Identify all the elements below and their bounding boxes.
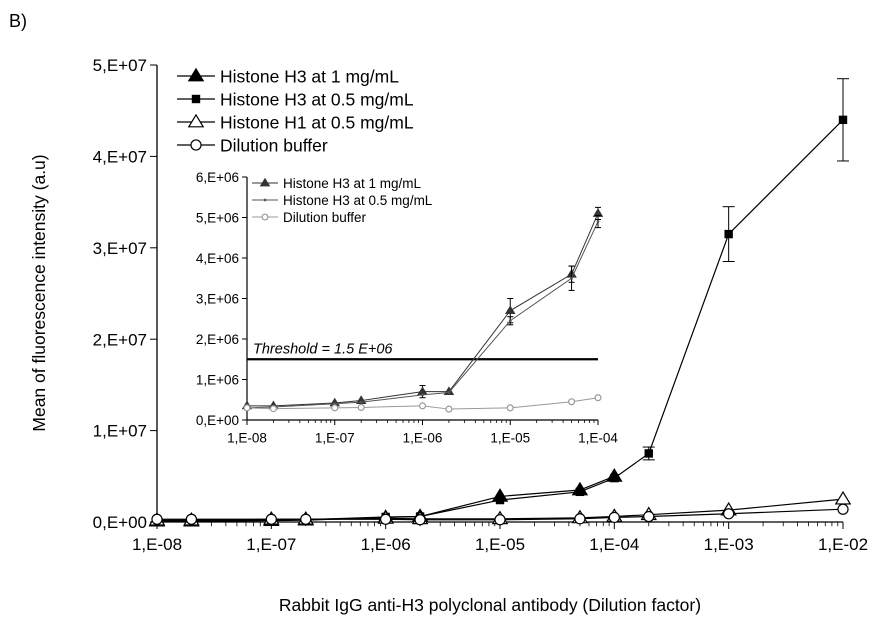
main-data-point (644, 449, 653, 458)
main-data-point (414, 514, 426, 526)
inset-data-point (421, 393, 424, 397)
inset-x-tick-label: 1,E-07 (315, 431, 355, 446)
inset-data-point (418, 402, 427, 410)
main-x-tick-label: 1,E-06 (361, 535, 411, 554)
main-legend-marker (190, 139, 202, 151)
inset-data-point (357, 403, 365, 411)
inset-data-point (596, 220, 600, 223)
main-x-tick-label: 1,E-08 (132, 535, 182, 554)
inset-y-tick-label: 2,E+06 (196, 332, 239, 347)
inset-legend-entry: Dilution buffer (283, 210, 367, 225)
inset-data-point (504, 305, 516, 315)
inset-series-line (247, 213, 599, 407)
main-data-point (495, 495, 505, 505)
main-series-line (157, 508, 844, 521)
main-data-point (608, 511, 620, 524)
main-y-tick-label: 1,E+07 (93, 422, 147, 441)
main-data-point (610, 473, 619, 483)
main-data-point (300, 513, 312, 525)
inset-y-tick-label: 5,E+06 (196, 210, 239, 225)
main-y-tick-label: 4,E+07 (93, 148, 147, 167)
main-data-point (151, 513, 163, 525)
inset-data-point (568, 398, 576, 406)
main-x-tick-label: 1,E-05 (475, 535, 525, 554)
inset-y-tick-label: 6,E+06 (196, 170, 239, 185)
inset-threshold-label: Threshold = 1.5 E+06 (253, 341, 393, 357)
main-legend-entry: Histone H1 at 0.5 mg/mL (220, 112, 414, 132)
inset-series-line (246, 221, 599, 409)
main-x-tick-label: 1,E-04 (589, 535, 639, 554)
inset-data-point (447, 391, 451, 394)
inset-x-tick-label: 1,E-05 (490, 431, 530, 446)
main-data-point (265, 513, 277, 525)
inset-y-tick-label: 1,E+06 (196, 372, 239, 387)
inset-legend-marker (261, 213, 269, 221)
inset-x-tick-label: 1,E-04 (578, 431, 618, 446)
main-data-point (574, 513, 586, 525)
main-data-point (838, 115, 848, 125)
inset-data-point (359, 400, 363, 404)
main-y-tick-label: 5,E+07 (93, 56, 147, 75)
main-x-tick-label: 1,E-02 (818, 535, 868, 554)
inset-y-tick-label: 4,E+06 (196, 251, 239, 266)
inset-legend-entry: Histone H3 at 0.5 mg/mL (283, 193, 433, 208)
main-data-point (185, 513, 198, 525)
main-y-tick-label: 2,E+07 (93, 330, 147, 349)
main-data-point (834, 490, 852, 505)
main-data-point (575, 487, 585, 497)
main-legend-marker (187, 67, 205, 82)
inset-data-point (243, 404, 251, 412)
inset-x-tick-label: 1,E-06 (403, 431, 443, 446)
inset-data-point (331, 404, 339, 412)
main-legend-marker (187, 113, 205, 128)
inset-y-tick-label: 3,E+06 (196, 291, 239, 306)
main-legend-marker (191, 94, 201, 104)
inset-data-point (445, 405, 453, 413)
main-data-point (494, 514, 506, 526)
main-x-axis-title: Rabbit IgG anti-H3 polyclonal antibody (… (279, 595, 701, 615)
main-data-point (643, 510, 655, 523)
inset-legend-marker (259, 177, 271, 187)
inset-data-point (594, 394, 602, 402)
main-y-tick-label: 0,E+00 (93, 513, 147, 532)
inset-x-tick-label: 1,E-08 (227, 431, 267, 446)
inset-plot-area: 0,E+00 1,E+06 2,E+06 3,E+06 4,E+06 5,E+06 6,E+… (196, 170, 619, 446)
main-plot-area: 0,E+00 1,E+07 2,E+07 3,E+07 4,E+07 5,E+07 1,E-… (93, 56, 868, 554)
main-data-point (837, 503, 849, 515)
main-x-tick-label: 1,E-07 (246, 535, 296, 554)
main-data-point (380, 513, 392, 525)
main-data-point (723, 508, 735, 520)
inset-data-point (570, 276, 573, 280)
inset-data-point (506, 404, 514, 412)
main-x-tick-label: 1,E-03 (704, 535, 754, 554)
inset-legend-entry: Histone H3 at 1 mg/mL (283, 176, 422, 191)
inset-data-point (417, 386, 428, 396)
main-legend-entry: Histone H3 at 0.5 mg/mL (220, 89, 414, 109)
main-y-tick-label: 3,E+07 (93, 239, 147, 258)
inset-data-point (508, 319, 512, 323)
main-data-point (724, 229, 733, 239)
main-y-axis-title: Mean of fluorescence intensity (a.u) (29, 154, 49, 431)
main-legend-entry: Dilution buffer (220, 135, 328, 155)
inset-legend-marker (263, 198, 267, 202)
inset-y-tick-label: 0,E+00 (196, 413, 239, 428)
main-series-line (157, 119, 844, 522)
main-legend-entry: Histone H3 at 1 mg/mL (220, 66, 399, 86)
inset-data-point (269, 405, 277, 413)
panel-label: B) (9, 11, 27, 31)
